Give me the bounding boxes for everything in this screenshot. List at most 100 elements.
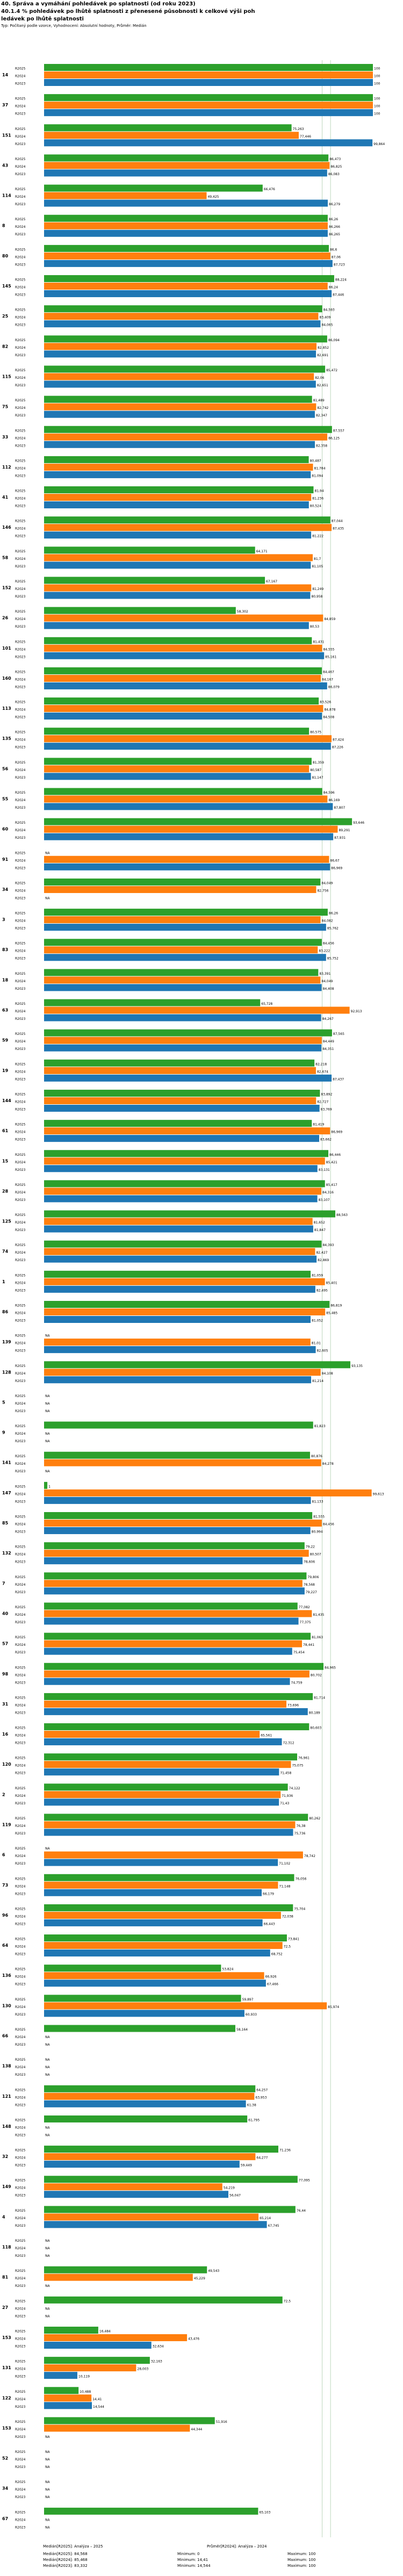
series-label: R2023 (15, 1349, 26, 1353)
na-label: NA (45, 1394, 50, 1398)
series-label: R2023 (15, 1289, 26, 1292)
data-label: 66,926 (265, 1975, 277, 1979)
bar-r2023 (44, 1557, 303, 1565)
bar-r2024 (44, 494, 312, 501)
group-label: 5 (2, 1400, 5, 1405)
series-label: R2025 (15, 1636, 26, 1639)
series-label: R2023 (15, 1983, 26, 1987)
series-label: R2025 (15, 1002, 26, 1006)
data-label: 78,441 (303, 1643, 314, 1647)
data-label: 83,769 (321, 1107, 332, 1111)
na-label: NA (45, 2518, 50, 2522)
series-label: R2024 (15, 1523, 26, 1527)
data-label: 84,408 (323, 987, 334, 991)
bar-r2024 (44, 463, 313, 471)
group-label: 85 (2, 1521, 9, 1526)
group-label: 135 (2, 736, 11, 741)
series-label: R2024 (15, 1432, 26, 1436)
series-label: R2024 (15, 2186, 26, 2190)
series-label: R2024 (15, 165, 26, 169)
series-label: R2023 (15, 746, 26, 750)
data-label: 80,189 (309, 1711, 320, 1715)
series-label: R2025 (15, 1575, 26, 1579)
data-label: 66,443 (264, 1922, 275, 1926)
bar-r2024 (44, 2153, 256, 2161)
group-label: 86 (2, 1309, 9, 1314)
group-label: 115 (2, 374, 11, 379)
footer-mid-1: Minimum: 0 (177, 2552, 200, 2556)
bar-r2025 (44, 2085, 256, 2092)
data-label: 100 (374, 112, 380, 116)
series-label: R2024 (15, 1131, 26, 1134)
bar-r2024 (44, 1610, 312, 1617)
series-label: R2025 (15, 1304, 26, 1308)
series-label: R2024 (15, 708, 26, 712)
series-label: R2023 (15, 2375, 26, 2379)
series-label: R2023 (15, 1107, 26, 1111)
data-label: 93,646 (353, 821, 364, 825)
bar-r2023 (44, 1949, 270, 1957)
bar-r2023 (44, 743, 331, 750)
bar-r2025 (44, 969, 319, 976)
data-label: 84,456 (323, 942, 334, 946)
bar-r2023 (44, 652, 325, 659)
bar-r2024 (44, 674, 321, 682)
series-label: R2024 (15, 587, 26, 591)
data-label: 82,358 (316, 444, 327, 448)
na-label: NA (45, 2058, 50, 2062)
series-label: R2023 (15, 142, 26, 146)
group-label: 15 (2, 1159, 9, 1163)
data-label: 72,312 (283, 1742, 294, 1745)
series-label: R2023 (15, 565, 26, 569)
group-label: 37 (2, 103, 8, 107)
na-label: NA (45, 1847, 50, 1851)
group-label: 28 (2, 1189, 9, 1193)
bar-r2023 (44, 1708, 308, 1715)
bar-r2023 (44, 109, 373, 117)
series-label: R2023 (15, 685, 26, 689)
data-label: 79,227 (306, 1591, 317, 1594)
na-label: NA (45, 1334, 50, 1338)
data-label: 84,082 (322, 919, 333, 923)
series-label: R2023 (15, 354, 26, 357)
data-label: 81,823 (314, 1424, 326, 1428)
data-label: 81,435 (313, 1613, 324, 1617)
data-label: 64,257 (256, 2088, 268, 2092)
series-label: R2025 (15, 1968, 26, 1971)
data-label: 32,163 (151, 2360, 162, 2364)
data-label: 87,044 (332, 520, 343, 523)
series-label: R2023 (15, 2103, 26, 2107)
series-label: R2024 (15, 2156, 26, 2160)
bar-r2024 (44, 765, 310, 773)
data-label: 75,736 (294, 1832, 306, 1836)
series-label: R2024 (15, 2518, 26, 2522)
bar-r2025 (44, 2326, 98, 2334)
bar-r2024 (44, 433, 328, 441)
bar-r2024 (44, 2364, 136, 2372)
data-label: 81,419 (313, 1123, 324, 1127)
data-label: 81,555 (313, 1515, 325, 1519)
bar-r2025 (44, 2507, 258, 2515)
series-label: R2024 (15, 919, 26, 923)
series-label: R2024 (15, 2307, 26, 2311)
bar-r2025 (44, 878, 321, 886)
group-label: 149 (2, 2184, 11, 2189)
data-label: 85,752 (327, 957, 339, 961)
series-label: R2023 (15, 2254, 26, 2258)
na-label: NA (45, 1440, 50, 1443)
footer-left-2: Medián[R2024]: 85,468 (43, 2558, 88, 2562)
bar-r2024 (44, 705, 323, 713)
bar-r2025 (44, 1120, 312, 1127)
bar-r2023 (44, 1044, 322, 1052)
bar-r2025 (44, 667, 322, 674)
bar-r2023 (44, 260, 333, 267)
series-label: R2023 (15, 2224, 26, 2228)
bar-r2024 (44, 1308, 326, 1315)
series-label: R2025 (15, 942, 26, 946)
data-label: 74,759 (291, 1681, 303, 1685)
series-label: R2023 (15, 2495, 26, 2499)
data-label: 85,401 (326, 1281, 337, 1285)
bar-r2024 (44, 1640, 303, 1647)
data-label: 81,7 (314, 557, 321, 561)
